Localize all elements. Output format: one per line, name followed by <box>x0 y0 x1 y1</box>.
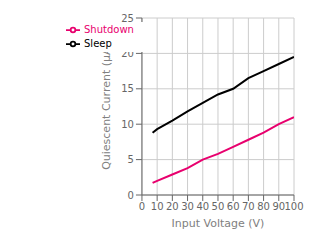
svg-text:80: 80 <box>257 201 270 212</box>
svg-text:Quiescent Current (μA): Quiescent Current (μA) <box>100 43 113 170</box>
svg-text:5: 5 <box>128 154 134 165</box>
svg-text:0: 0 <box>128 190 134 201</box>
svg-text:90: 90 <box>272 201 285 212</box>
html-text:Shutdown: Shutdown <box>84 24 134 35</box>
svg-text:40: 40 <box>196 201 209 212</box>
svg-text:0: 0 <box>139 201 145 212</box>
svg-text:20: 20 <box>166 201 179 212</box>
svg-text:50: 50 <box>212 201 225 212</box>
svg-text:30: 30 <box>181 201 194 212</box>
svg-text:70: 70 <box>242 201 255 212</box>
svg-text:15: 15 <box>121 83 134 94</box>
svg-text:25: 25 <box>121 13 134 24</box>
svg-text:10: 10 <box>121 119 134 130</box>
svg-text:10: 10 <box>151 201 164 212</box>
svg-text:Input Voltage (V): Input Voltage (V) <box>172 217 265 230</box>
html-text:Sleep: Sleep <box>84 38 112 49</box>
svg-text:60: 60 <box>227 201 240 212</box>
svg-text:100: 100 <box>284 201 303 212</box>
svg-text:20: 20 <box>121 48 134 59</box>
